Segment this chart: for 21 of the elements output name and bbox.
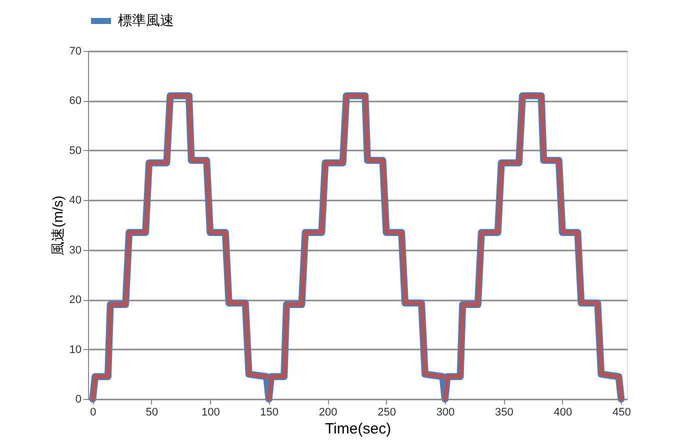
x-tick-label: 250: [378, 406, 396, 418]
x-tick-label: 100: [201, 406, 220, 418]
y-tick-label: 10: [69, 344, 82, 356]
x-tick-label: 150: [260, 406, 279, 418]
y-tick-label: 70: [69, 46, 82, 58]
x-tick-label: 200: [318, 406, 338, 418]
y-tick-label: 60: [69, 95, 82, 108]
x-tick-label: 0: [90, 406, 96, 418]
x-tick-label: 450: [612, 406, 631, 418]
x-tick-label: 400: [554, 406, 572, 418]
x-tick-label: 50: [146, 406, 158, 418]
y-tick-label: 20: [69, 294, 82, 306]
y-tick-label: 30: [69, 244, 82, 256]
y-tick-label: 40: [69, 194, 82, 207]
x-tick-label: 300: [436, 406, 455, 418]
y-tick-label: 0: [75, 394, 82, 406]
x-axis-title: Time(sec): [324, 420, 392, 438]
legend-label: 標準風速: [118, 12, 174, 28]
y-tick-label: 50: [69, 144, 82, 157]
x-tick-label: 350: [495, 406, 514, 418]
y-axis-title: 風速(m/s): [49, 196, 66, 256]
